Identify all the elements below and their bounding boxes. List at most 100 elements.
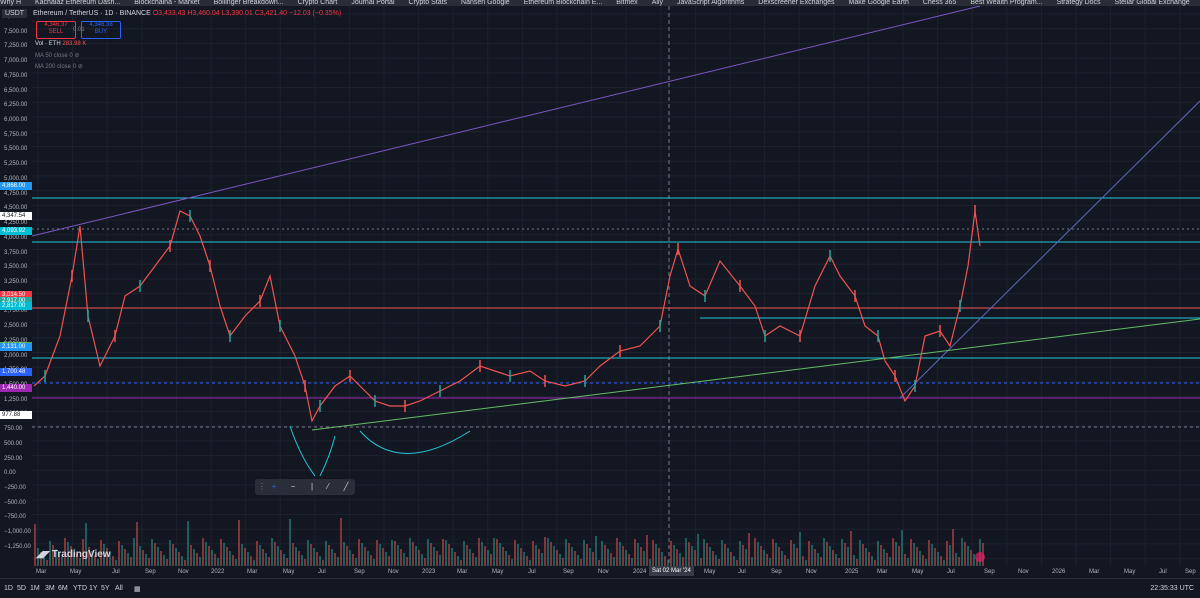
volume-bar: [595, 536, 597, 566]
ohlc-close: C3,421.40: [254, 10, 288, 17]
timeframe-6m[interactable]: 6M: [58, 585, 68, 592]
bookmark-item[interactable]: Make Google Earth: [848, 0, 909, 6]
volume-bar: [850, 531, 852, 566]
time-tick-label: Mar: [877, 569, 888, 575]
bookmark-item[interactable]: Ally: [651, 0, 663, 6]
bookmark-item[interactable]: Best Wealth Program...: [970, 0, 1043, 6]
ma200-indicator[interactable]: MA 200 close 0 ⊘: [35, 63, 83, 70]
volume-bar: [100, 540, 102, 566]
bookmark-item[interactable]: Crypto Chart: [297, 0, 338, 6]
volume-bar: [160, 551, 162, 566]
ma50-indicator[interactable]: MA 50 close 0 ⊘: [35, 52, 79, 59]
eye-hidden-icon[interactable]: ⊘: [74, 53, 80, 59]
volume-bar: [541, 553, 543, 566]
drawing-toolbar[interactable]: ⋮ + − | ⁄ ╱: [255, 479, 355, 495]
buy-button[interactable]: 4,346.38 BUY: [81, 21, 121, 39]
timeframe-1d[interactable]: 1D: [4, 585, 13, 592]
volume-bar: [163, 555, 165, 566]
volume-bar: [580, 559, 582, 566]
volume-bar: [289, 519, 291, 566]
currency-label[interactable]: USDT: [2, 9, 28, 18]
bookmark-item[interactable]: Crypto Stats: [408, 0, 448, 6]
scroll-to-realtime-button[interactable]: [975, 552, 985, 562]
volume-bar: [781, 551, 783, 566]
bookmark-item[interactable]: Stellar Global Exchange: [1114, 0, 1190, 6]
price-tick-label: −1,000.00: [4, 529, 31, 536]
trend-line-icon[interactable]: ╱: [343, 482, 349, 491]
volume-bar: [976, 558, 978, 566]
volume-bar: [304, 559, 306, 566]
price-axis[interactable]: 7,750.007,500.007,250.007,000.006,750.00…: [0, 6, 32, 578]
timeframe-ytd[interactable]: YTD: [73, 585, 87, 592]
volume-bar: [91, 551, 93, 566]
utc-clock[interactable]: 22:35:33 UTC: [1150, 585, 1194, 592]
volume-bar: [406, 557, 408, 566]
timeframe-1m[interactable]: 1M: [30, 585, 40, 592]
bookmark-item[interactable]: Dexscreener Exchanges: [758, 0, 835, 6]
volume-bar: [481, 542, 483, 566]
volume-bar: [874, 560, 876, 566]
timeframe-1y[interactable]: 1Y: [89, 585, 98, 592]
bookmark-item[interactable]: Bitmex: [616, 0, 638, 6]
price-tick-label: −250.00: [4, 485, 26, 492]
volume-bar: [253, 560, 255, 566]
volume-bar: [664, 556, 666, 566]
horizontal-line-icon[interactable]: −: [290, 482, 296, 491]
volume-bar: [235, 559, 237, 566]
volume-bar: [496, 539, 498, 566]
vertical-line-icon[interactable]: |: [310, 482, 314, 491]
volume-bar: [334, 553, 336, 566]
volume-bar: [742, 545, 744, 566]
bookmark-item[interactable]: Blockchaina - Market: [134, 0, 200, 6]
calendar-icon[interactable]: ▦: [134, 586, 141, 593]
bookmark-item[interactable]: Bollinger Breakdown...: [213, 0, 284, 6]
volume-bar: [760, 546, 762, 566]
volume-indicator[interactable]: Vol · ETH 283.98 K: [35, 41, 86, 47]
volume-bar: [463, 541, 465, 566]
bookmark-item[interactable]: Kachalaz Ethereum Dash...: [35, 0, 121, 6]
price-level-badge: 4,868.00: [0, 181, 32, 190]
price-tick-label: 5,500.00: [4, 146, 28, 153]
brush-icon[interactable]: ⁄: [327, 482, 329, 491]
timeframe-5y[interactable]: 5Y: [101, 585, 110, 592]
bookmark-item[interactable]: Chess 365: [922, 0, 957, 6]
time-tick-label: Mar: [457, 569, 468, 575]
price-chart[interactable]: [0, 6, 1200, 578]
time-axis[interactable]: Mar May Jul Sep Nov 2022 Mar May Jul Sep Nov 2023 Ma…: [0, 566, 1200, 578]
drag-handle-icon[interactable]: ⋮: [258, 482, 266, 491]
volume-bar: [388, 556, 390, 566]
volume-bar: [175, 548, 177, 566]
volume-bar: [712, 551, 714, 566]
volume-bar: [703, 539, 705, 566]
bookmark-item[interactable]: Nansen Google: [461, 0, 510, 6]
volume-bar: [937, 552, 939, 566]
volume-bar: [853, 555, 855, 566]
price-tick-label: 5,000.00: [4, 175, 28, 182]
volume-bar: [145, 554, 147, 566]
eye-hidden-icon[interactable]: ⊘: [77, 64, 83, 70]
bookmark-item[interactable]: Ethereum Blockchain E...: [523, 0, 603, 6]
volume-bar: [706, 543, 708, 566]
volume-bar: [55, 549, 57, 566]
bookmark-item[interactable]: JavaScript Algorithms: [676, 0, 745, 6]
volume-bar: [124, 549, 126, 566]
volume-bar: [826, 542, 828, 566]
ma200-label: MA 200 close 0: [35, 64, 77, 70]
timeframe-all[interactable]: All: [115, 585, 123, 592]
volume-bar: [673, 545, 675, 566]
timeframe-3m[interactable]: 3M: [45, 585, 55, 592]
chart-canvas[interactable]: [0, 6, 1200, 578]
volume-bar: [616, 538, 618, 566]
bookmark-item[interactable]: Journal Portal: [351, 0, 395, 6]
crosshair-icon[interactable]: +: [271, 482, 277, 491]
symbol-pair[interactable]: Ethereum / TetherUS · 1D · BINANCE: [33, 10, 151, 17]
bookmark-item[interactable]: Why H: [0, 0, 21, 6]
volume-bar: [265, 553, 267, 566]
volume-bar: [223, 543, 225, 566]
sell-button[interactable]: 4,346.37 SELL: [36, 21, 76, 39]
volume-bar: [379, 544, 381, 566]
timeframe-5d[interactable]: 5D: [17, 585, 26, 592]
volume-bar: [856, 559, 858, 566]
volume-bar: [397, 545, 399, 566]
bookmark-item[interactable]: Strategy Docs: [1056, 0, 1101, 6]
